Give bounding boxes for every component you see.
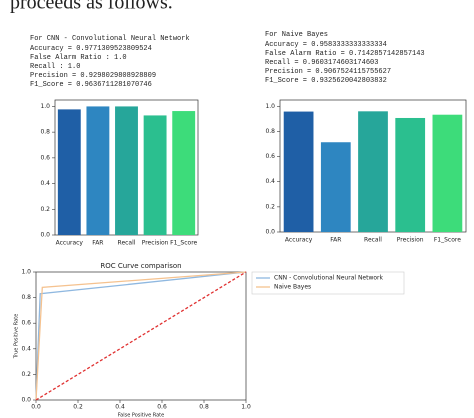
x-tick-label: F1_Score xyxy=(434,237,461,244)
y-tick-label: 0.4 xyxy=(265,178,275,185)
y-tick-label: 0.8 xyxy=(265,128,275,135)
y-tick-label: 0.0 xyxy=(40,232,50,239)
legend-box xyxy=(251,271,405,295)
x-tick-label: Recall xyxy=(364,237,382,244)
x-tick-label: F1_Score xyxy=(170,240,197,247)
metric-line: Accuracy = 0.9771309523809524 xyxy=(30,45,152,53)
bar xyxy=(395,117,426,232)
bar xyxy=(86,106,110,235)
x-tick-label: Accuracy xyxy=(285,237,313,244)
metric-line: F1_Score = 0.9325620042803832 xyxy=(265,77,387,85)
plot-frame xyxy=(35,271,247,401)
x-tick-label: Recall xyxy=(118,240,136,247)
x-tick-label: FAR xyxy=(92,240,103,247)
x-tick-label: Precision xyxy=(397,237,424,244)
y-tick-label: 0.0 xyxy=(21,397,31,404)
metric-line: Recall = 0.9603174603174603 xyxy=(265,59,378,67)
roc-line xyxy=(35,271,247,401)
bar xyxy=(57,109,81,235)
y-tick-label: 0.8 xyxy=(40,129,50,136)
bar xyxy=(432,114,463,232)
roc-line xyxy=(35,271,247,401)
metric-line: Precision = 0.9298029808928809 xyxy=(30,72,156,80)
bar xyxy=(358,111,388,232)
y-axis-label: True Positive Rate xyxy=(14,314,20,360)
y-tick-label: 0.8 xyxy=(21,294,31,301)
x-tick-label: 0.8 xyxy=(199,404,209,411)
metric-line: F1_Score = 0.9636711281070746 xyxy=(30,81,152,89)
x-axis-label: False Positive Rate xyxy=(118,413,164,418)
x-tick-label: Precision xyxy=(142,240,169,247)
x-tick-label: 0.2 xyxy=(73,404,83,411)
metric-line: False Alarm Ratio = 0.7142857142857143 xyxy=(265,50,425,58)
metric-line: False Alarm Ratio : 1.0 xyxy=(30,54,127,62)
y-tick-label: 0.2 xyxy=(21,371,31,378)
legend-label: Naive Bayes xyxy=(274,284,311,291)
y-tick-label: 0.4 xyxy=(40,180,50,187)
legend-label: CNN - Convolutional Neural Network xyxy=(274,275,384,282)
y-tick-label: 1.0 xyxy=(40,103,50,110)
bar xyxy=(143,115,167,235)
y-tick-label: 0.0 xyxy=(265,229,275,236)
y-tick-label: 0.6 xyxy=(40,154,50,161)
bar xyxy=(172,111,196,235)
y-tick-label: 0.2 xyxy=(265,203,275,210)
bar xyxy=(320,142,351,232)
chart-title: ROC Curve comparison xyxy=(100,262,181,270)
bar xyxy=(115,106,138,235)
text-fragment: proceeds as follows. xyxy=(10,0,173,14)
y-tick-label: 1.0 xyxy=(265,103,275,110)
y-tick-label: 0.6 xyxy=(21,320,31,327)
metric-line: Recall : 1.0 xyxy=(30,63,80,71)
panel-title: For Naive Bayes xyxy=(265,31,328,39)
x-tick-label: 0.0 xyxy=(31,404,41,411)
y-tick-label: 1.0 xyxy=(21,269,31,276)
x-tick-label: 0.4 xyxy=(115,404,125,411)
x-tick-label: 1.0 xyxy=(241,404,251,411)
x-tick-label: 0.6 xyxy=(157,404,167,411)
metric-line: Precision = 0.9067524115755627 xyxy=(265,68,391,76)
metric-line: Accuracy = 0.9583333333333334 xyxy=(265,41,387,49)
y-tick-label: 0.6 xyxy=(265,153,275,160)
panel-title: For CNN - Convolutional Neural Network xyxy=(30,35,190,43)
x-tick-label: Accuracy xyxy=(56,240,84,247)
y-tick-label: 0.4 xyxy=(21,345,31,352)
x-tick-label: FAR xyxy=(330,237,341,244)
bar xyxy=(283,111,314,232)
y-tick-label: 0.2 xyxy=(40,206,50,213)
